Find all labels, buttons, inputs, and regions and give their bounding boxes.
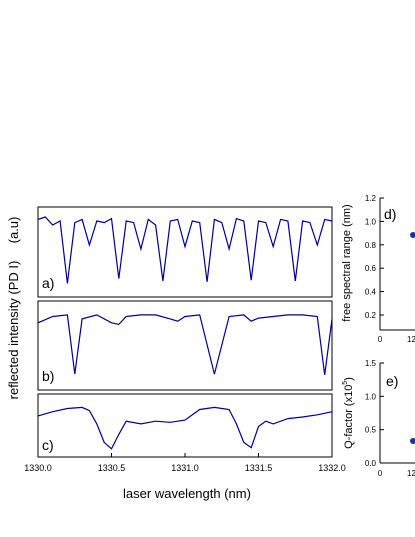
- panel-d-data-point: [410, 232, 415, 238]
- panel-a-plot: [37, 216, 333, 284]
- panel-d-y-tick-label: 0.8: [365, 241, 377, 250]
- panel-d-y-tick-label: 0.6: [365, 264, 377, 273]
- panel-e-y-tick-label: 1.5: [365, 359, 377, 368]
- panel-d-y-tick-label: 0.2: [365, 311, 377, 320]
- panel-d-label: d): [384, 206, 396, 222]
- panel-e-y-axis-label-close: ): [343, 377, 355, 381]
- panel-e-data-point: [410, 438, 415, 444]
- panel-e-x-tick-0: 0: [378, 469, 383, 478]
- panel-b-series-0: [37, 314, 333, 375]
- panel-a-label: a): [42, 275, 54, 291]
- panel-b-plot: [37, 314, 333, 375]
- panel-b-label: b): [42, 368, 54, 384]
- panel-e-y-tick-label: 1.0: [365, 392, 377, 401]
- y-axis-unit-label: (a.u): [6, 217, 21, 244]
- panel-c-label: c): [42, 437, 54, 453]
- panel-d-y-ticks: 0.2 0.4 0.6 0.8 1.0 1.2: [365, 194, 384, 320]
- panel-b-frame: [37, 300, 333, 391]
- panel-d-y-tick-label: 0.4: [365, 288, 377, 297]
- panel-e-y-tick-label: 0.5: [365, 426, 377, 435]
- panel-a-frame: [37, 206, 333, 298]
- x-tick-label: 1330.0: [24, 463, 52, 473]
- panel-e-y-ticks: 0.0 0.5 1.0 1.5: [365, 359, 384, 468]
- y-axis-label: reflected intensity (PD I): [6, 261, 21, 400]
- panel-e-y-axis-label-sup: 5: [342, 381, 349, 385]
- panel-e-y-tick-label: 0.0: [365, 459, 377, 468]
- panel-e-y-axis-label: Q-factor (x105): [342, 377, 355, 449]
- x-axis-label: laser wavelength (nm): [123, 486, 251, 501]
- x-tick-label: 1331.0: [171, 463, 199, 473]
- panel-c-plot: [37, 406, 333, 450]
- panel-e-y-axis-label-main: Q-factor (x10: [343, 385, 355, 449]
- panel-e-label: e): [386, 373, 398, 389]
- panel-d-y-tick-label: 1.0: [365, 217, 377, 226]
- panel-c-series-0: [37, 406, 333, 450]
- panel-a-series-0: [37, 216, 333, 284]
- panel-d-x-tick-partial: 12: [407, 335, 415, 344]
- panel-d-y-axis-label: free spectral range (nm): [341, 204, 353, 321]
- panel-d-y-tick-label: 1.2: [365, 194, 377, 203]
- x-tick-label: 1330.5: [98, 463, 126, 473]
- x-tick-labels: 1330.0 1330.5 1331.0 1331.5 1332.0: [24, 453, 346, 473]
- x-tick-label: 1332.0: [318, 463, 346, 473]
- panel-d-x-tick-0: 0: [378, 335, 383, 344]
- panel-e-x-tick-partial: 12: [407, 469, 415, 478]
- x-tick-label: 1331.5: [245, 463, 273, 473]
- panel-c-frame: [37, 393, 333, 458]
